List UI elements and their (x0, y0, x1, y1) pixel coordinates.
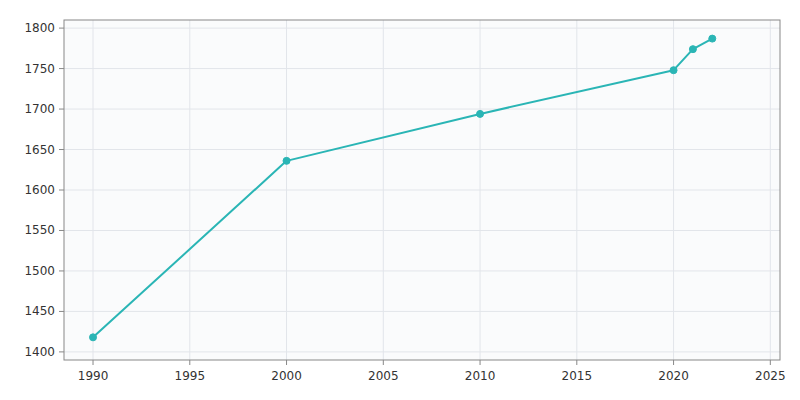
y-grid-line (64, 149, 780, 150)
x-tick (576, 360, 577, 365)
y-tick (59, 230, 64, 231)
y-grid-line (64, 311, 780, 312)
x-tick-label: 2010 (465, 369, 496, 383)
y-tick-label: 1650 (24, 143, 55, 157)
y-grid-line (64, 28, 780, 29)
x-tick-label: 1990 (78, 369, 109, 383)
point (709, 35, 716, 42)
point (670, 67, 677, 74)
x-tick (286, 360, 287, 365)
y-tick-label: 1550 (24, 223, 55, 237)
x-tick-label: 2005 (368, 369, 399, 383)
y-tick (59, 270, 64, 271)
y-tick (59, 109, 64, 110)
x-tick (93, 360, 94, 365)
y-grid-line (64, 351, 780, 352)
grid (64, 20, 780, 360)
point (689, 46, 696, 53)
x-tick (189, 360, 190, 365)
y-tick-label: 1400 (24, 345, 55, 359)
y-tick (59, 149, 64, 150)
x-tick (480, 360, 481, 365)
point (477, 110, 484, 117)
y-tick (59, 68, 64, 69)
y-grid-line (64, 109, 780, 110)
y-grid-line (64, 190, 780, 191)
plot-frame (64, 20, 780, 360)
x-tick (673, 360, 674, 365)
y-tick (59, 28, 64, 29)
x-tick-label: 2000 (271, 369, 302, 383)
x-tick (383, 360, 384, 365)
x-tick-label: 1995 (175, 369, 206, 383)
y-tick-label: 1750 (24, 62, 55, 76)
y-tick (59, 190, 64, 191)
x-tick-label: 2015 (562, 369, 593, 383)
point (90, 334, 97, 341)
x-tick-label: 2025 (755, 369, 786, 383)
chart-svg: 1990 1995 2000 2005 2010 2015 2020 2025 1400 1450… (0, 0, 800, 400)
y-tick-label: 1450 (24, 304, 55, 318)
y-tick (59, 311, 64, 312)
x-tick-label: 2020 (658, 369, 689, 383)
y-tick-label: 1500 (24, 264, 55, 278)
y-tick (59, 351, 64, 352)
y-grid-line (64, 270, 780, 271)
x-tick (770, 360, 771, 365)
y-grid-line (64, 230, 780, 231)
line (93, 39, 712, 338)
y-tick-label: 1600 (24, 183, 55, 197)
y-tick-label: 1700 (24, 102, 55, 116)
chart-container: 1990 1995 2000 2005 2010 2015 2020 2025 1400 1450… (0, 0, 800, 400)
plot-background (64, 20, 780, 360)
point (283, 157, 290, 164)
y-tick-label: 1800 (24, 21, 55, 35)
data-layer (90, 35, 716, 341)
